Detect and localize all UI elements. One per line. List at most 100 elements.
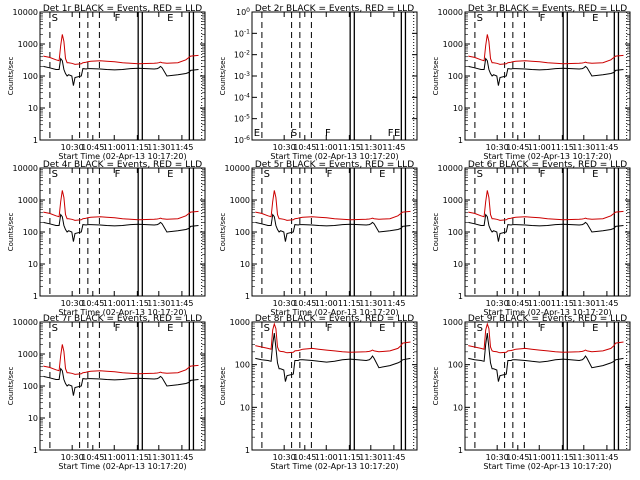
y-tick-label: 1 (458, 292, 463, 301)
x-tick-label: 11:00 (528, 299, 551, 308)
x-tick-label: 11:00 (315, 299, 338, 308)
panel-det-2: Det 2r BLACK = Events, RED = LLD Counts/s… (219, 4, 418, 161)
panel-det-9: Det 9r BLACK = Events, RED = LLD Counts/s… (432, 314, 631, 471)
region-label: E (592, 13, 598, 24)
y-tick-label: 10-4 (234, 92, 250, 102)
plot-frame (251, 321, 418, 451)
y-axis-label: Counts/sec (432, 57, 440, 96)
x-axis-label: Start Time (02-Apr-13 10:17:20) (270, 152, 398, 161)
series-line-events (255, 213, 411, 242)
region-label: E (167, 13, 173, 24)
y-tick-label: 10000 (13, 318, 38, 327)
panel-title: Det 3r BLACK = Events, RED = LLD (468, 4, 627, 14)
region-label: S (291, 128, 297, 139)
series-line-lld (43, 344, 199, 375)
x-tick-label: 11:45 (170, 143, 193, 152)
y-tick-label: 10 (28, 104, 38, 113)
x-tick-label: 10:30 (273, 299, 296, 308)
region-label: S (264, 169, 270, 180)
region-label: F (115, 169, 121, 180)
panel-det-6: Det 6r BLACK = Events, RED = LLD Counts/s… (432, 160, 631, 317)
panel-det-4: Det 4r BLACK = Events, RED = LLD Counts/s… (7, 160, 206, 317)
y-axis-label: Counts/sec (219, 367, 227, 406)
x-tick-label: 11:15 (551, 143, 574, 152)
x-tick-label: 11:15 (126, 453, 149, 462)
x-tick-label: 11:00 (315, 143, 338, 152)
panel-title: Det 9r BLACK = Events, RED = LLD (468, 314, 627, 324)
series-line-lld (255, 190, 411, 221)
panel-title: Det 5r BLACK = Events, RED = LLD (255, 160, 414, 170)
panel-det-8: Det 8r BLACK = Events, RED = LLD Counts/s… (219, 314, 418, 471)
y-axis-label: Counts/sec (219, 213, 227, 252)
x-tick-label: 11:00 (103, 143, 126, 152)
region-label: E (592, 169, 598, 180)
region-label: F (540, 13, 546, 24)
series-line-events (468, 57, 624, 86)
x-tick-label: 10:30 (61, 453, 84, 462)
y-tick-label: 1000 (443, 40, 463, 49)
y-axis-label: Counts/sec (7, 213, 15, 252)
x-tick-label: 11:00 (528, 143, 551, 152)
x-tick-label: 11:15 (126, 299, 149, 308)
y-tick-label: 1 (33, 136, 38, 145)
x-tick-label: 10:30 (61, 143, 84, 152)
y-axis-label: Counts/sec (432, 367, 440, 406)
y-axis-label: Counts/sec (7, 367, 15, 406)
x-axis-label: Start Time (02-Apr-13 10:17:20) (58, 152, 186, 161)
x-tick-label: 11:45 (170, 299, 193, 308)
series-line-events (468, 333, 624, 382)
x-tick-label: 11:30 (359, 299, 382, 308)
series-line-lld (468, 190, 624, 221)
x-tick-label: 11:45 (382, 143, 405, 152)
x-tick-label: 11:30 (572, 299, 595, 308)
x-tick-label: 11:00 (315, 453, 338, 462)
y-tick-label: 100 (448, 72, 463, 81)
y-tick-label: 100 (235, 228, 250, 237)
x-tick-label: 11:15 (338, 453, 361, 462)
x-axis-label: Start Time (02-Apr-13 10:17:20) (483, 308, 611, 317)
series-line-events (43, 367, 199, 396)
region-label: F (115, 323, 121, 334)
y-tick-label: 100 (235, 361, 250, 370)
series-line-lld (43, 34, 199, 65)
y-tick-label: 10 (28, 260, 38, 269)
y-tick-label: 10-2 (234, 50, 250, 60)
plot-frame (464, 11, 631, 141)
y-tick-label: 1 (458, 446, 463, 455)
x-tick-label: 11:15 (551, 299, 574, 308)
x-tick-label: 11:30 (359, 143, 382, 152)
x-tick-label: 11:30 (359, 453, 382, 462)
y-tick-label: 10 (453, 260, 463, 269)
region-label: E (379, 169, 385, 180)
region-label: S (52, 323, 58, 334)
series-line-lld (255, 322, 411, 354)
region-label: S (477, 13, 483, 24)
y-tick-label: 10-3 (234, 71, 250, 81)
series-line-lld (468, 34, 624, 65)
y-tick-label: 1 (245, 292, 250, 301)
x-tick-label: 10:45 (506, 143, 529, 152)
region-label: S (477, 169, 483, 180)
x-tick-label: 11:15 (126, 143, 149, 152)
x-tick-label: 11:45 (595, 143, 618, 152)
region-label: E (167, 169, 173, 180)
x-tick-label: 11:30 (147, 299, 170, 308)
x-tick-label: 10:30 (273, 453, 296, 462)
x-tick-label: 11:00 (103, 453, 126, 462)
region-label: S (477, 323, 483, 334)
y-tick-label: 100 (23, 72, 38, 81)
y-axis-label: Counts/sec (219, 57, 227, 96)
panel-title: Det 7r BLACK = Events, RED = LLD (43, 314, 202, 324)
region-label: F (115, 13, 121, 24)
series-line-events (43, 57, 199, 86)
x-tick-label: 11:30 (147, 143, 170, 152)
y-tick-label: 100 (448, 228, 463, 237)
x-tick-label: 10:45 (506, 299, 529, 308)
region-label: F (388, 128, 394, 139)
series-line-events (255, 333, 411, 382)
region-label: E (592, 323, 598, 334)
y-tick-label: 10 (240, 403, 250, 412)
region-label: E (379, 323, 385, 334)
x-tick-label: 11:45 (382, 299, 405, 308)
